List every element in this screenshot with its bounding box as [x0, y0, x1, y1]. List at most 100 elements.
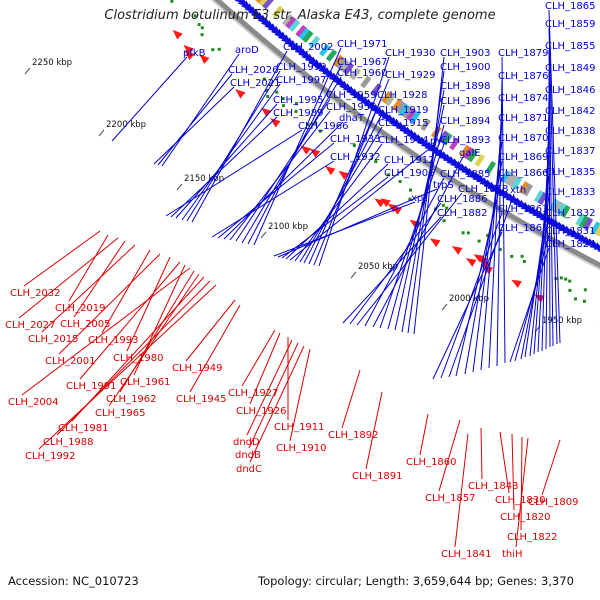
- gc-mark: [193, 14, 197, 18]
- cog-color-box: [288, 19, 301, 32]
- cog-color-box: [590, 221, 600, 235]
- cog-color-box: [405, 108, 417, 122]
- forward-leader-line: [548, 49, 554, 347]
- cog-color-box: [384, 93, 396, 107]
- tick-mark: [260, 231, 267, 239]
- reverse-gene-arrow: [199, 54, 210, 65]
- reverse-gene-label: dndD: [233, 437, 260, 448]
- cog-color-box: [308, 35, 321, 49]
- forward-leader-line: [186, 70, 281, 222]
- forward-gene-label: pfkB: [183, 48, 206, 59]
- forward-gene-label: CLH_1914: [378, 135, 429, 146]
- gc-mark: [498, 248, 502, 251]
- forward-gene-label: aroD: [235, 45, 259, 56]
- forward-gene-label: CLH_1898: [440, 81, 491, 92]
- cog-color-box: [441, 132, 453, 146]
- reverse-gene-label: CLH_2004: [8, 397, 59, 408]
- forward-gene-label: CLH_1929: [385, 70, 436, 81]
- reverse-leader-line: [248, 342, 299, 449]
- reverse-leader-line: [454, 433, 469, 548]
- forward-gene-label: CLH_1989: [273, 108, 324, 119]
- gc-mark: [441, 203, 445, 207]
- reverse-gene-arrow: [235, 89, 246, 99]
- cog-color-box: [381, 90, 393, 104]
- forward-leader-line: [407, 70, 445, 334]
- tick-mark: [350, 271, 357, 279]
- gc-mark: [461, 231, 465, 235]
- forward-leader-line: [181, 83, 281, 221]
- reverse-gene-label: CLH_2027: [5, 320, 56, 331]
- cog-color-box: [255, 0, 268, 4]
- gc-mark: [408, 197, 412, 201]
- gc-mark: [582, 299, 586, 303]
- forward-gene-label: CLH_1997: [276, 75, 327, 86]
- forward-gene-label: CLH_1859: [545, 19, 596, 30]
- gc-mark: [295, 101, 298, 105]
- forward-leader-line: [157, 73, 233, 166]
- forward-leader-line: [165, 129, 303, 217]
- forward-gene-labels: CLH_1865 CLH_1859 CLH_1855 CLH_1849 CLH_1846…: [111, 1, 596, 380]
- reverse-gene-arrow: [172, 29, 183, 40]
- reverse-leader-line: [365, 391, 383, 470]
- cog-color-box: [485, 160, 497, 174]
- reverse-gene-arrow: [184, 50, 195, 61]
- tick-mark: [441, 303, 448, 311]
- reverse-gene-label: CLH_1926: [236, 406, 287, 417]
- cog-color-box: [339, 59, 351, 73]
- reverse-leader-line: [419, 413, 429, 456]
- gc-mark: [170, 0, 174, 3]
- cog-color-box: [391, 98, 403, 112]
- gc-mark: [574, 297, 577, 301]
- gc-mark: [554, 277, 558, 280]
- tick-label: 2050 kbp: [358, 262, 398, 272]
- reverse-gene-label: CLH_2005: [60, 319, 111, 330]
- tick-label: 2000 kbp: [449, 294, 489, 304]
- forward-leader-line: [448, 193, 515, 378]
- cog-color-box: [579, 215, 590, 229]
- forward-leader-line: [432, 231, 503, 380]
- tick-mark: [24, 67, 31, 75]
- forward-gene-label: galE: [459, 148, 481, 159]
- forward-leader-line: [472, 141, 503, 373]
- reverse-gene-arrow: [300, 145, 312, 155]
- forward-leader-line: [211, 160, 335, 238]
- forward-leader-line: [401, 89, 445, 333]
- forward-gene-label: trpS: [433, 180, 454, 191]
- forward-leader-line: [294, 143, 383, 262]
- gc-mark: [281, 97, 285, 101]
- forward-gene-label: CLH_1862: [498, 223, 549, 234]
- reverse-gene-label: CLH_1820: [500, 512, 551, 523]
- forward-leader-line: [548, 9, 561, 344]
- cog-color-box: [336, 57, 348, 70]
- cog-color-box: [395, 101, 407, 114]
- forward-gene-label: CLH_1928: [377, 90, 428, 101]
- cog-color-box: [560, 204, 571, 218]
- reverse-gene-arrow: [183, 44, 194, 55]
- reverse-gene-label: CLH_1988: [43, 437, 94, 448]
- forward-gene-label: CLH_1869: [498, 152, 549, 163]
- forward-leader-line: [217, 142, 335, 239]
- forward-gene-label: CLH_1995: [273, 95, 324, 106]
- reverse-gene-label: thiH: [502, 549, 523, 560]
- reverse-gene-label: CLH_1841: [441, 549, 492, 560]
- gc-mark: [564, 277, 568, 281]
- forward-leader-line: [379, 143, 445, 329]
- backbone-shadow: [210, 0, 600, 271]
- gc-mark: [568, 288, 572, 292]
- forward-gene-label: CLH_1865: [545, 1, 596, 12]
- forward-gene-label: CLH_1886: [437, 194, 488, 205]
- forward-gene-label: CLH_1999: [276, 62, 327, 73]
- gc-mark: [200, 26, 204, 30]
- reverse-leader-line: [249, 332, 281, 405]
- cog-color-box: [533, 189, 545, 203]
- forward-gene-label: CLH_1960: [337, 68, 388, 79]
- gc-mark: [266, 94, 270, 98]
- gc-mark: [197, 23, 201, 27]
- reverse-leader-line: [41, 244, 136, 333]
- tick-mark: [176, 183, 183, 191]
- cog-color-box: [449, 137, 460, 151]
- forward-gene-label: CLH_1835: [545, 167, 596, 178]
- reverse-gene-label: CLH_1857: [425, 493, 476, 504]
- reverse-gene-label: CLH_1962: [106, 394, 157, 405]
